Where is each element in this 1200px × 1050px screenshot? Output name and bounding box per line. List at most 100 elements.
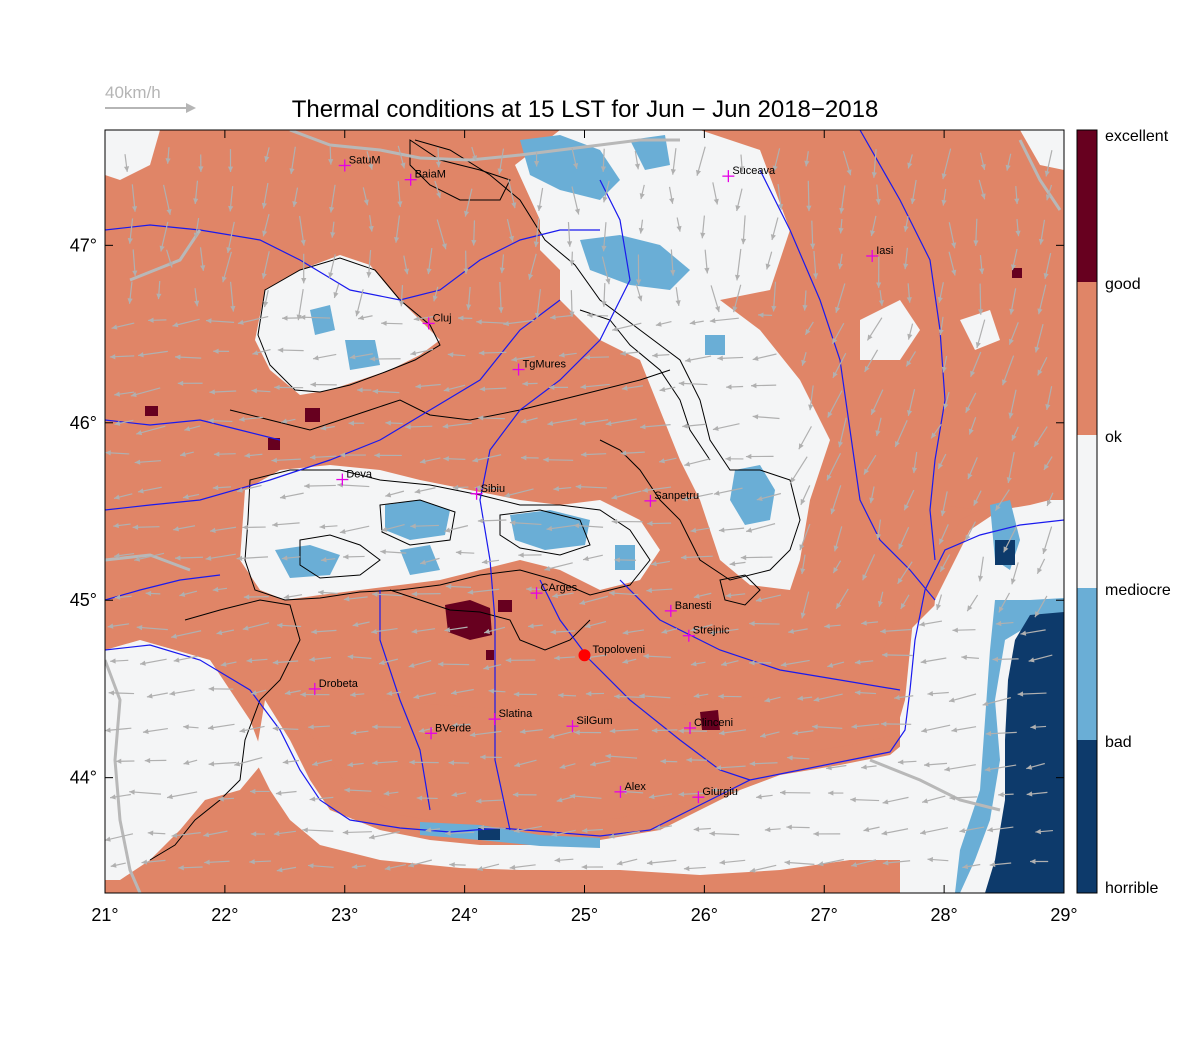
wind-arrowhead <box>837 441 844 448</box>
wind-arrowhead <box>330 232 336 238</box>
apuseni-zone <box>255 255 440 395</box>
wind-arrowhead <box>474 485 481 491</box>
wind-arrowhead <box>213 451 220 457</box>
wind-arrowhead <box>372 760 378 766</box>
dark-spot-3 <box>700 710 720 730</box>
wind-arrowhead <box>142 728 149 735</box>
city-deva[interactable]: Deva <box>336 469 373 486</box>
city-alex[interactable]: Alex <box>614 781 646 798</box>
wind-arrowhead <box>437 661 444 667</box>
wind-arrowhead <box>965 534 971 541</box>
wind-arrowhead <box>1014 198 1020 205</box>
wind-arrowhead <box>263 301 269 308</box>
wind-arrowhead <box>413 316 420 322</box>
wind-arrowhead <box>871 172 877 178</box>
wind-arrowhead <box>385 492 392 498</box>
wind-arrowhead <box>575 484 582 490</box>
wind-arrowhead <box>920 829 926 835</box>
wind-arrowhead <box>497 168 503 175</box>
wind-arrowhead <box>826 474 832 481</box>
wind-arrowhead <box>749 867 756 873</box>
wind-arrowhead <box>105 836 111 842</box>
wind-arrowhead <box>605 278 611 285</box>
wind-arrowhead <box>962 864 969 870</box>
wind-arrowhead <box>372 724 378 730</box>
wind-arrowhead <box>621 385 628 391</box>
city-iasi[interactable]: Iasi <box>866 245 893 262</box>
wind-arrowhead <box>1003 546 1009 553</box>
wind-arrowhead <box>108 690 115 696</box>
wind-arrowhead <box>333 292 339 298</box>
wind-arrowhead <box>959 827 966 834</box>
city-giurgiu[interactable]: Giurgiu <box>692 786 738 804</box>
city-strejnic[interactable]: Strejnic <box>682 625 730 642</box>
wind-arrowhead <box>520 418 527 424</box>
wind-arrowhead <box>760 732 766 738</box>
city-silgum[interactable]: SilGum <box>566 715 613 733</box>
map-area: SatuM BaiaM Suceava Iasi Cluj TgMures Deva Sibi… <box>105 130 1064 893</box>
wind-arrowhead <box>875 533 882 540</box>
city-sanpetru[interactable]: Sanpetru <box>644 490 699 507</box>
city-tgmures[interactable]: TgMures <box>512 359 567 376</box>
wind-arrowhead <box>992 656 999 662</box>
bad-patch-south-5 <box>615 545 635 570</box>
wind-arrowhead <box>778 203 784 210</box>
city-label: TgMures <box>523 359 567 371</box>
contour-inner-3 <box>379 499 456 546</box>
wind-arrowhead <box>272 522 278 528</box>
north-white-2 <box>960 310 1000 350</box>
wind-arrowhead <box>445 583 452 590</box>
city-clinceni[interactable]: Clinceni <box>683 717 733 734</box>
wind-arrowhead <box>704 267 710 274</box>
city-carges[interactable]: CArges <box>530 582 578 600</box>
wind-arrowhead <box>940 565 946 572</box>
wind-arrowhead <box>205 318 212 324</box>
wind-arrowhead <box>786 824 792 830</box>
wind-arrowhead <box>790 477 796 484</box>
wind-arrowhead <box>177 380 184 386</box>
wind-arrowhead <box>444 527 451 533</box>
wind-arrowhead <box>463 268 469 275</box>
contour-transylvania <box>229 369 671 431</box>
wind-arrowhead <box>802 304 808 311</box>
city-sibiu[interactable]: Sibiu <box>470 483 505 500</box>
city-satum[interactable]: SatuM <box>338 154 381 172</box>
wind-arrowhead <box>397 201 403 207</box>
wind-arrowhead <box>661 628 668 634</box>
city-banesti[interactable]: Banesti <box>664 600 712 617</box>
city-bverde[interactable]: BVerde <box>425 722 471 740</box>
wind-arrowhead <box>136 430 143 436</box>
wind-arrowhead <box>546 525 553 532</box>
wind-arrowhead <box>146 693 153 699</box>
topoloveni-marker[interactable] <box>578 649 591 662</box>
wind-arrowhead <box>444 627 451 633</box>
oltenia-ok-plain <box>300 505 980 825</box>
wind-arrowhead <box>311 629 317 635</box>
city-slatina[interactable]: Slatina <box>488 708 534 726</box>
wind-arrowhead <box>961 654 967 661</box>
wind-arrowhead <box>556 797 563 803</box>
wind-arrowhead <box>114 553 120 559</box>
wind-arrowhead <box>129 789 135 795</box>
legend-frame <box>1076 129 1098 894</box>
city-label: SatuM <box>349 154 381 166</box>
city-cluj[interactable]: Cluj <box>422 312 452 330</box>
wind-arrowhead <box>968 428 974 435</box>
wind-arrowhead <box>553 486 560 492</box>
wind-arrowhead <box>682 496 688 502</box>
bad-patch-east-2 <box>705 335 725 355</box>
wind-arrowhead <box>573 163 579 169</box>
bad-patch-danube <box>420 822 600 848</box>
wind-arrowhead <box>107 623 114 629</box>
wind-arrowhead <box>1046 499 1052 506</box>
wind-arrowhead <box>685 357 691 363</box>
wind-arrowhead <box>1045 404 1051 410</box>
wind-arrowhead <box>973 240 979 246</box>
highlight-location[interactable]: Topoloveni <box>578 644 646 662</box>
wind-arrowhead <box>1037 369 1043 376</box>
city-baiam[interactable]: BaiaM <box>404 169 446 186</box>
wind-arrowhead <box>301 277 307 284</box>
city-drobeta[interactable]: Drobeta <box>308 678 359 695</box>
city-suceava[interactable]: Suceava <box>722 165 776 183</box>
